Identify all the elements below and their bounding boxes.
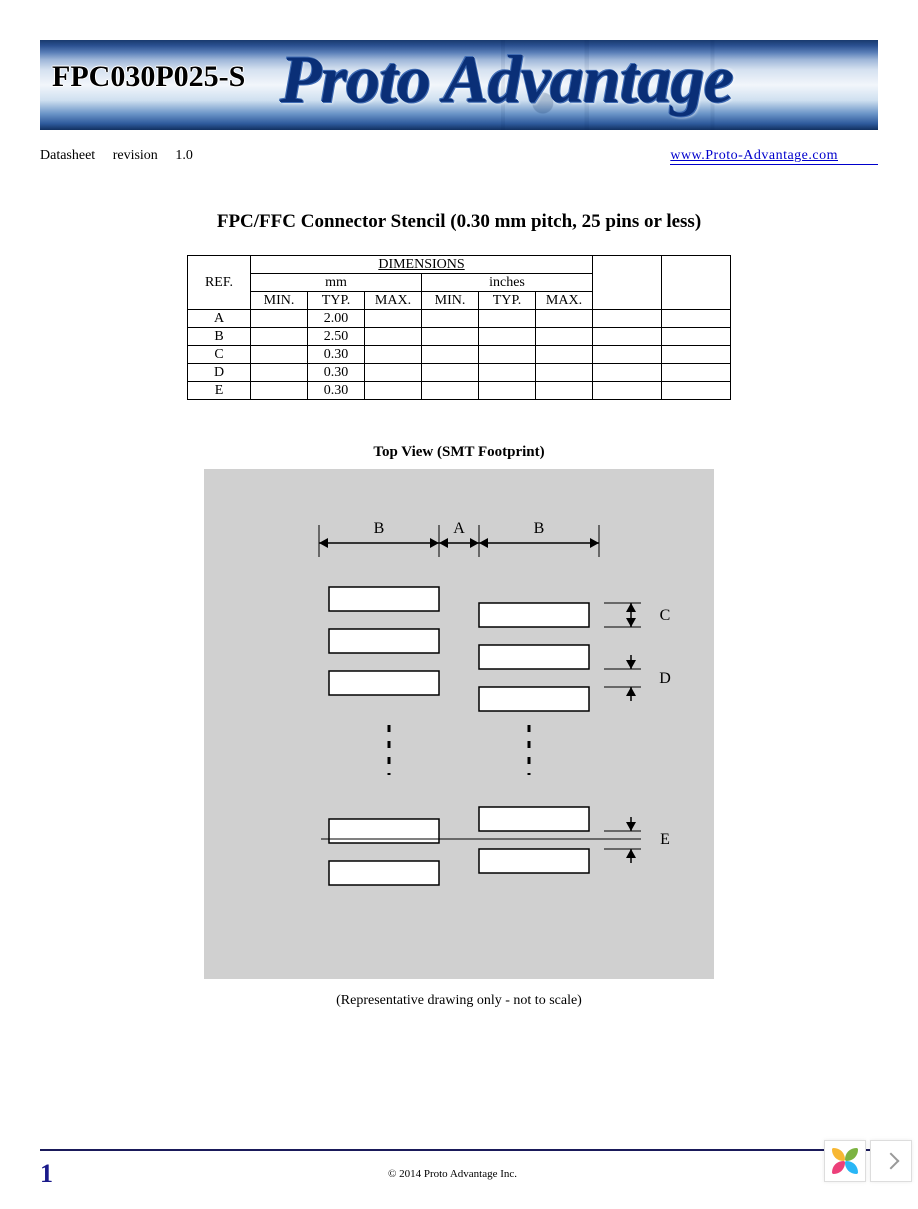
svg-text:C: C: [660, 607, 671, 624]
typ-cell: 0.30: [308, 364, 365, 382]
unit-mm: mm: [251, 274, 422, 292]
typ-cell: 2.50: [308, 328, 365, 346]
diagram-title: Top View (SMT Footprint): [40, 444, 878, 461]
ref-cell: E: [188, 382, 251, 400]
revision-value: 1.0: [175, 148, 193, 163]
meta-row: Datasheet revision 1.0 www.Proto-Advanta…: [40, 148, 878, 165]
typ-cell: 0.30: [308, 346, 365, 364]
next-button[interactable]: [870, 1140, 912, 1182]
svg-text:B: B: [534, 520, 545, 537]
footer-rule: [40, 1149, 878, 1151]
blank-col-2: [662, 256, 731, 310]
mm-typ: TYP.: [308, 292, 365, 310]
datasheet-label: Datasheet: [40, 148, 95, 163]
website-link[interactable]: www.Proto-Advantage.com: [670, 148, 838, 163]
typ-cell: 0.30: [308, 382, 365, 400]
table-row: B 2.50: [188, 328, 731, 346]
ref-cell: A: [188, 310, 251, 328]
mm-max: MAX.: [365, 292, 422, 310]
app-pinwheel-button[interactable]: [824, 1140, 866, 1182]
page-title: FPC/FFC Connector Stencil (0.30 mm pitch…: [40, 211, 878, 233]
dimensions-table: REF. DIMENSIONS mm inches MIN. TYP. MAX.…: [187, 255, 731, 400]
ref-cell: B: [188, 328, 251, 346]
svg-text:D: D: [659, 670, 671, 687]
chevron-right-icon: [883, 1153, 900, 1170]
footprint-diagram: B A B C D E: [204, 469, 714, 979]
ref-cell: D: [188, 364, 251, 382]
table-row: C 0.30: [188, 346, 731, 364]
page-number: 1: [40, 1159, 53, 1189]
ref-cell: C: [188, 346, 251, 364]
brand-logo-text: Proto Advantage: [280, 40, 733, 119]
table-row: A 2.00: [188, 310, 731, 328]
in-typ: TYP.: [479, 292, 536, 310]
copyright: © 2014 Proto Advantage Inc.: [53, 1168, 852, 1180]
corner-controls: [824, 1140, 912, 1182]
svg-text:B: B: [374, 520, 385, 537]
pinwheel-icon: [832, 1148, 858, 1174]
part-number: FPC030P025-S: [52, 60, 245, 94]
svg-text:A: A: [453, 520, 465, 537]
in-max: MAX.: [536, 292, 593, 310]
diagram-svg: B A B C D E: [204, 469, 714, 979]
col-ref: REF.: [188, 256, 251, 310]
svg-text:E: E: [660, 831, 670, 848]
revision-label: revision: [113, 148, 158, 163]
table-row: D 0.30: [188, 364, 731, 382]
in-min: MIN.: [422, 292, 479, 310]
dimensions-header: DIMENSIONS: [251, 256, 593, 274]
typ-cell: 2.00: [308, 310, 365, 328]
blank-col-1: [593, 256, 662, 310]
diagram-note: (Representative drawing only - not to sc…: [40, 993, 878, 1009]
unit-inches: inches: [422, 274, 593, 292]
table-row: E 0.30: [188, 382, 731, 400]
mm-min: MIN.: [251, 292, 308, 310]
header-banner: FPC030P025-S Proto Advantage: [40, 40, 878, 130]
